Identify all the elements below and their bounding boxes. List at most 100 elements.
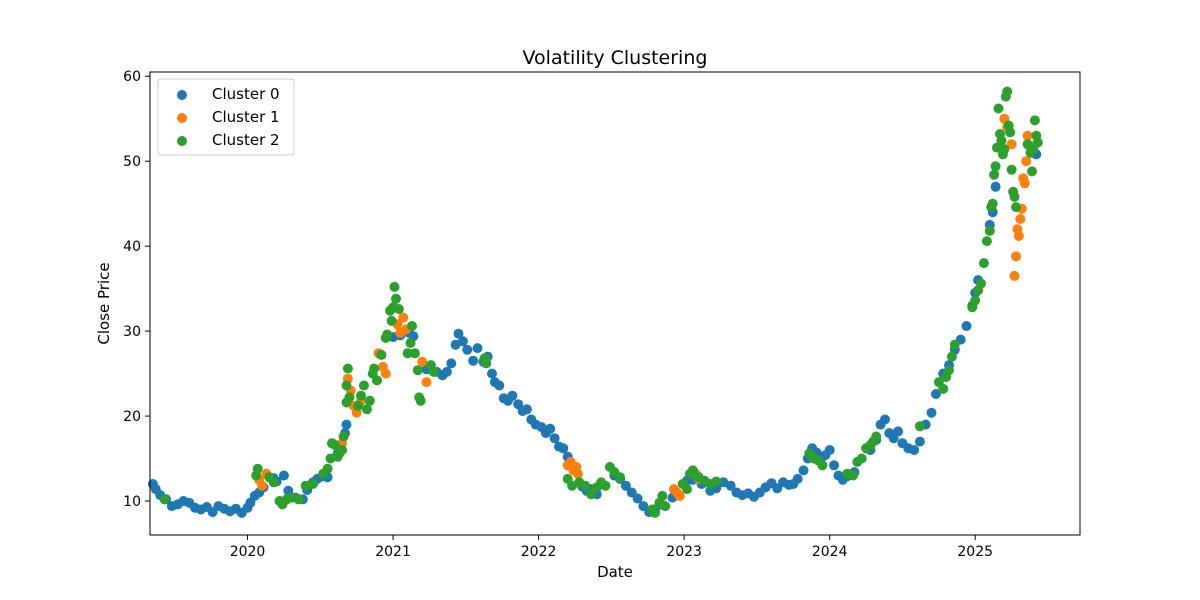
data-point-cluster-2 [382,329,393,340]
series-cluster-2 [159,86,1043,518]
data-point-cluster-1 [1006,139,1017,150]
data-point-cluster-2 [402,348,413,359]
data-point-cluster-2 [1011,202,1021,213]
data-point-cluster-2 [999,144,1010,155]
data-point-cluster-0 [792,473,803,484]
data-point-cluster-2 [949,339,960,350]
data-point-cluster-2 [1006,164,1017,175]
data-point-cluster-2 [407,321,417,331]
data-point-cluster-2 [976,278,986,289]
data-point-cluster-2 [946,351,957,362]
data-point-cluster-2 [996,135,1007,146]
y-tick-label: 10 [123,494,141,510]
data-point-cluster-2 [1027,166,1037,177]
data-point-cluster-2 [342,363,353,374]
data-point-cluster-0 [620,480,631,491]
data-point-cluster-2 [981,236,992,247]
legend-marker-cluster-0 [177,90,187,100]
data-point-cluster-0 [725,480,736,491]
data-point-cluster-2 [376,349,387,360]
data-point-cluster-0 [880,414,890,425]
data-point-cluster-2 [341,380,352,391]
data-point-cluster-1 [398,312,409,323]
data-point-cluster-2 [252,463,263,474]
data-point-cluster-0 [909,445,920,455]
data-point-cluster-2 [353,400,364,411]
data-point-cluster-2 [389,281,400,292]
data-point-cluster-0 [930,389,941,399]
data-point-cluster-0 [507,390,518,401]
data-point-cluster-0 [824,445,835,455]
data-point-cluster-2 [914,421,925,432]
data-point-cluster-1 [1009,270,1020,281]
data-point-cluster-0 [914,436,925,447]
legend-box [157,78,295,156]
data-point-cluster-0 [468,355,479,366]
data-point-cluster-2 [711,476,722,487]
data-point-cluster-1 [1011,251,1021,262]
y-tick-label: 60 [123,69,141,85]
data-point-cluster-2 [938,383,949,394]
data-point-cluster-0 [926,407,937,418]
data-point-cluster-2 [358,380,369,391]
data-point-cluster-0 [457,336,468,347]
data-point-cluster-0 [446,358,457,369]
data-point-cluster-2 [361,404,372,415]
data-point-cluster-2 [993,103,1004,114]
data-point-cluster-0 [549,433,560,444]
axes-layer: 2020 2021 2022 2023 2024 2025 10 20 30 40 50 60 [123,69,993,560]
data-point-cluster-2 [415,395,426,406]
legend-label-cluster-2: Cluster 2 [212,131,280,149]
data-point-cluster-2 [428,366,439,377]
data-point-cluster-1 [1019,178,1030,189]
data-point-cluster-0 [893,426,904,437]
data-point-cluster-0 [632,493,643,504]
data-point-cluster-2 [372,375,382,386]
data-point-cluster-2 [308,479,318,489]
data-point-cluster-2 [391,293,401,304]
data-point-cluster-2 [586,489,596,500]
data-point-cluster-2 [682,484,692,495]
legend-marker-cluster-1 [177,113,187,123]
data-point-cluster-2 [1032,137,1043,148]
y-tick-label: 30 [123,324,141,340]
data-point-cluster-1 [417,356,428,367]
x-tick-label: 2022 [521,544,557,560]
data-point-cluster-0 [487,368,497,379]
plot-frame [149,71,1081,536]
data-point-cluster-2 [344,392,355,403]
chart-title: Volatility Clustering [523,47,708,69]
legend-marker-cluster-2 [177,136,187,146]
data-point-cluster-2 [856,453,867,464]
data-point-cluster-1 [674,490,685,501]
data-point-cluster-0 [558,443,569,454]
data-point-cluster-2 [329,439,340,450]
data-point-cluster-2 [338,431,349,442]
y-tick-label: 20 [123,409,141,425]
data-point-cluster-2 [600,480,611,491]
data-point-cluster-0 [441,366,452,377]
data-point-cluster-2 [337,445,348,455]
data-point-cluster-2 [356,390,366,401]
data-point-cluster-0 [521,404,532,415]
legend: Cluster 0 Cluster 1 Cluster 2 [157,78,295,156]
data-point-cluster-2 [817,460,828,471]
data-point-cluster-2 [944,365,954,376]
data-point-cluster-1 [257,480,268,491]
data-point-cluster-0 [494,380,505,391]
legend-label-cluster-1: Cluster 1 [212,108,280,126]
x-axis-label: Date [597,563,633,581]
data-point-cluster-0 [472,343,483,354]
data-point-cluster-2 [650,507,660,518]
data-point-cluster-2 [1002,86,1013,97]
data-point-cluster-2 [159,494,170,505]
data-point-cluster-2 [412,365,423,376]
data-point-cluster-0 [961,321,972,331]
data-point-cluster-2 [405,338,416,348]
data-point-cluster-2 [369,363,380,374]
data-point-cluster-2 [687,465,698,476]
data-point-cluster-2 [657,490,668,501]
data-point-cluster-2 [987,198,998,209]
data-point-cluster-1 [572,468,583,479]
